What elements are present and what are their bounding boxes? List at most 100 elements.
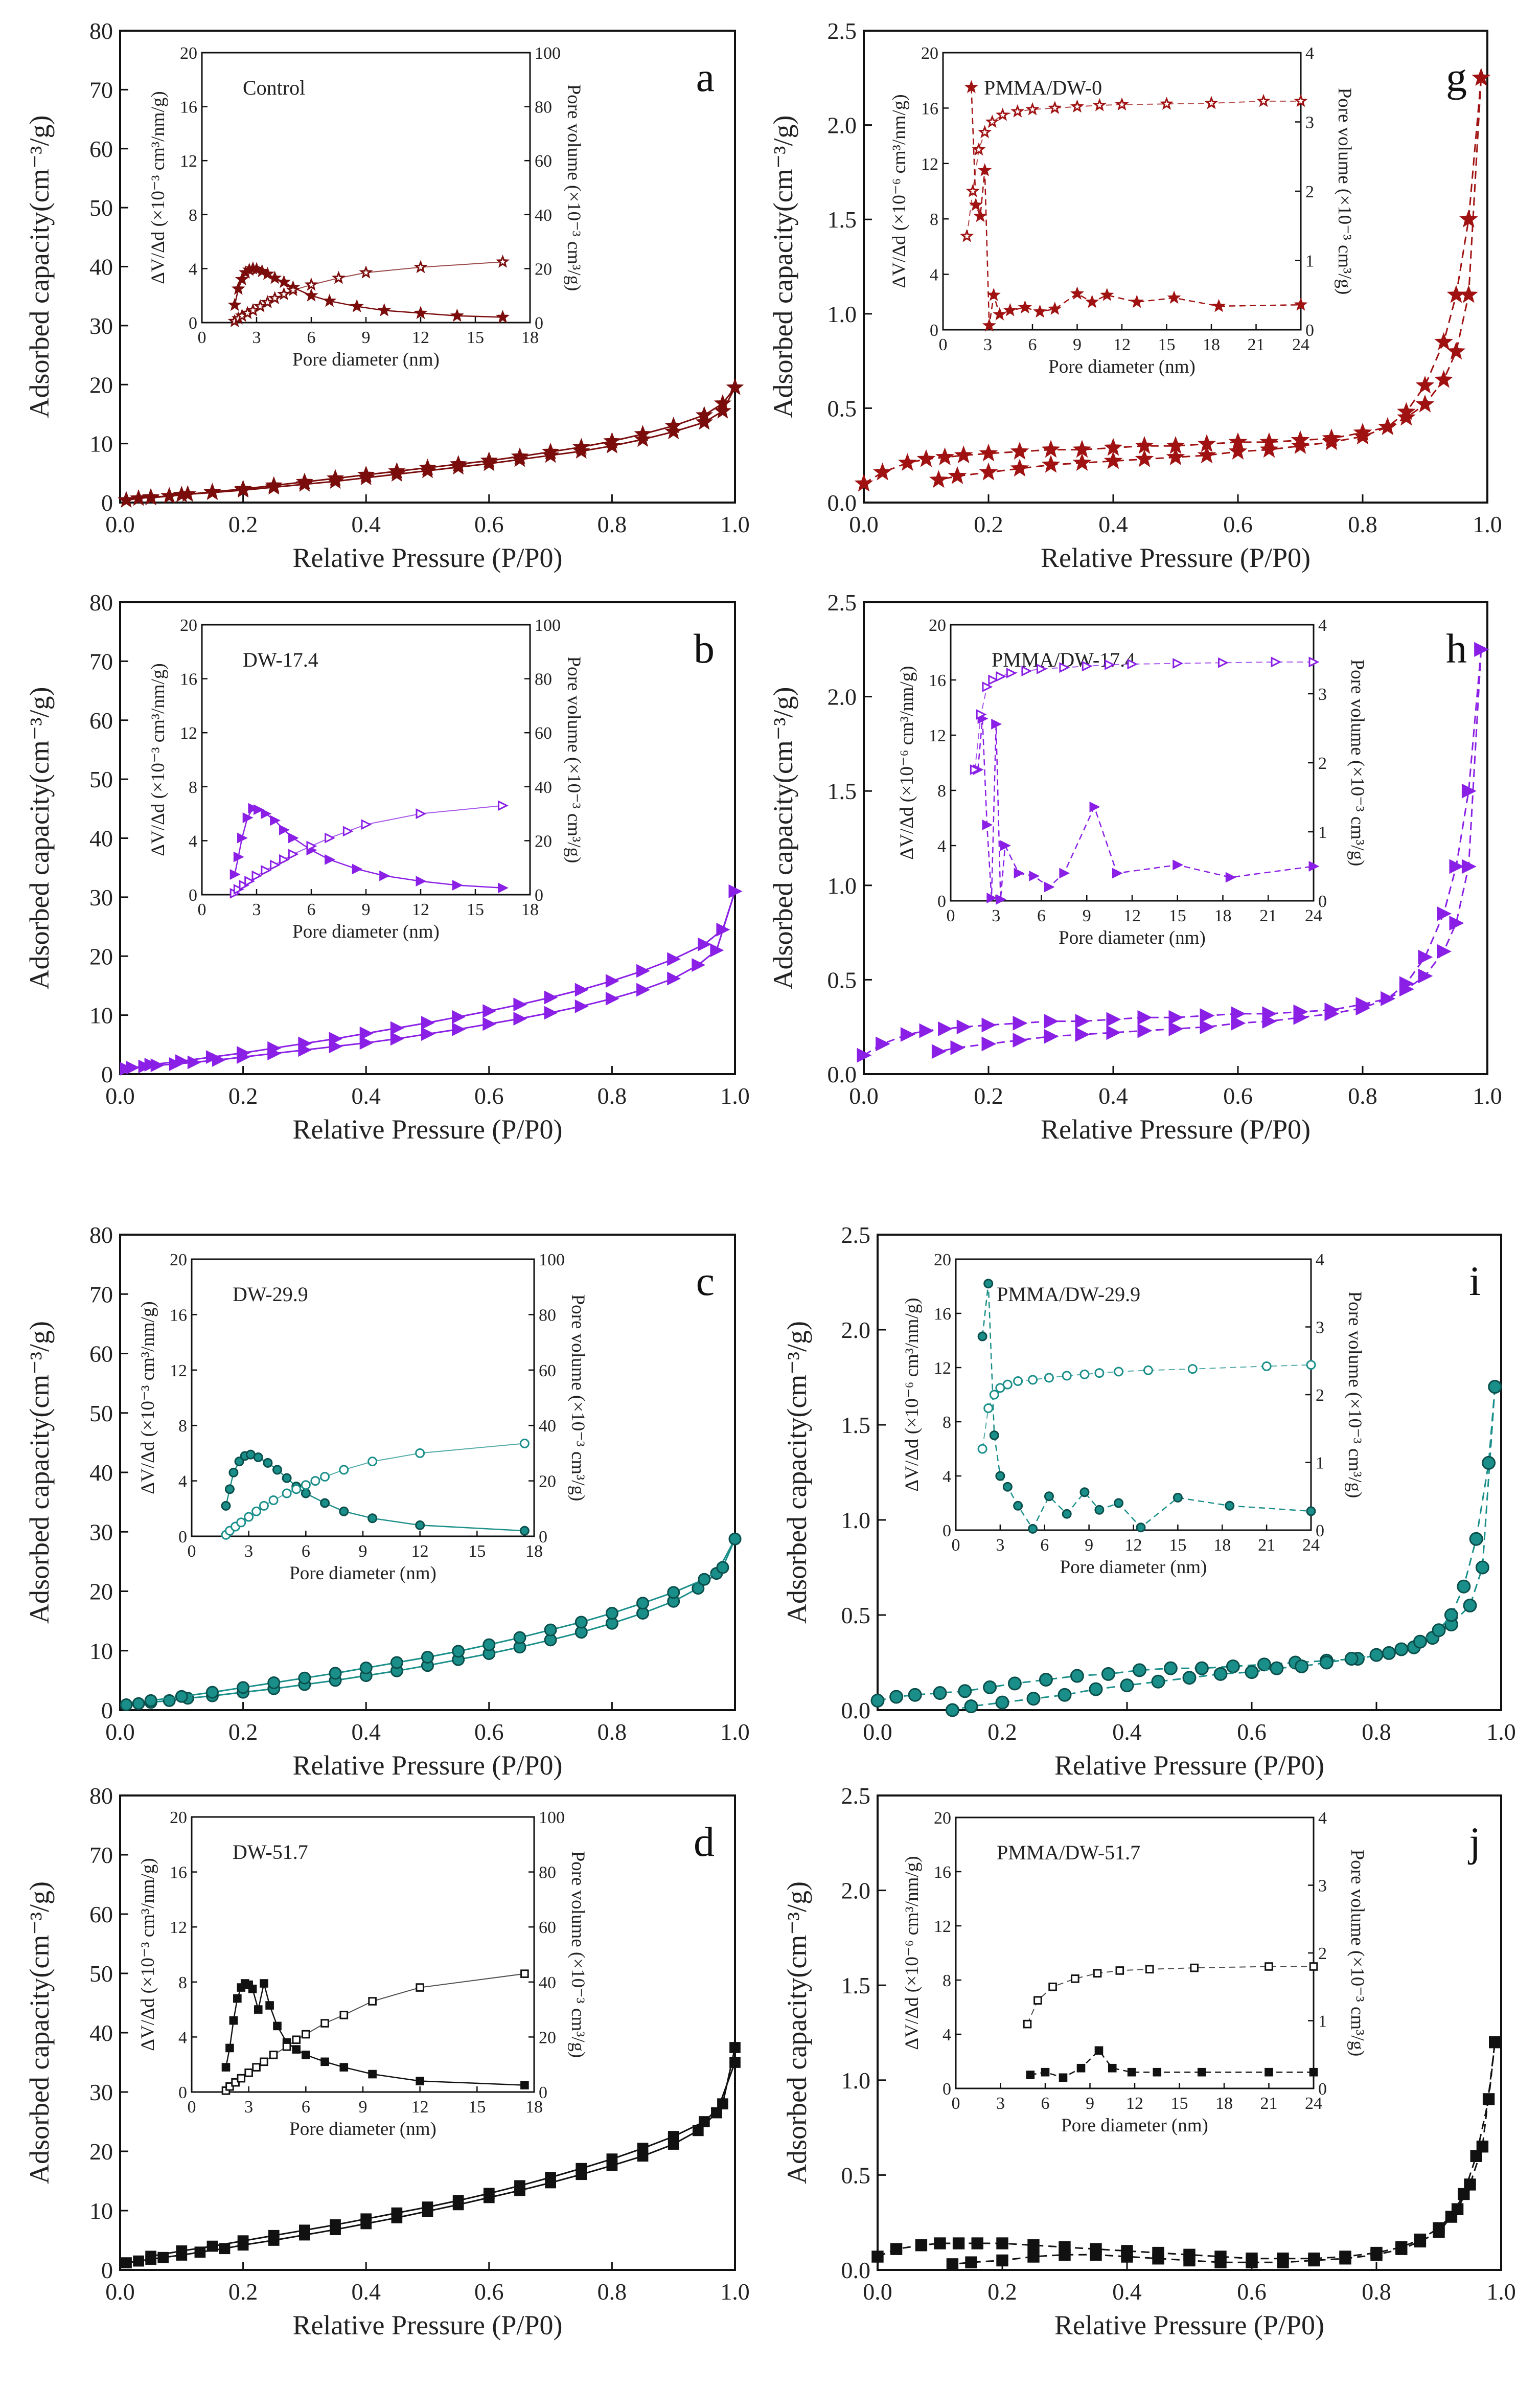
- inset-x-tick-label: 18: [521, 328, 539, 347]
- isotherm-desorption-point: [1120, 1678, 1134, 1693]
- inset-pore-volume-point: [1071, 1974, 1079, 1983]
- inset-psd-point: [323, 293, 337, 307]
- inset-psd-point: [229, 869, 241, 880]
- inset-psd-point: [1013, 1501, 1023, 1511]
- isotherm-desorption-point: [1245, 1665, 1259, 1679]
- isotherm-desorption-point: [1182, 1671, 1197, 1685]
- inset-psd-point: [416, 2077, 424, 2085]
- x-tick-label: 0.6: [474, 511, 504, 537]
- isotherm-adsorption-point: [1137, 1010, 1153, 1025]
- isotherm-adsorption-point: [1010, 442, 1029, 460]
- isotherm-adsorption-point: [1200, 1008, 1215, 1023]
- x-tick-label: 0.0: [105, 511, 135, 537]
- x-tick-label: 0.0: [849, 1083, 879, 1109]
- inset-psd-point: [302, 2051, 310, 2059]
- inset-psd-point: [964, 80, 979, 94]
- isotherm-adsorption-point: [889, 1690, 904, 1704]
- inset-psd-point: [1003, 303, 1017, 316]
- isotherm-adsorption-point: [133, 2255, 144, 2267]
- inset-yright-tick-label: 60: [535, 724, 552, 743]
- isotherm-desorption-point: [996, 2254, 1008, 2267]
- inset-x-tick-label: 9: [362, 328, 371, 347]
- isotherm-adsorption-point: [359, 1036, 374, 1050]
- inset-x-tick-label: 6: [1041, 2094, 1050, 2113]
- isotherm-desorption-point: [1378, 417, 1397, 435]
- panel-letter: i: [1469, 1258, 1481, 1304]
- y-tick-label: 70: [89, 77, 113, 103]
- isotherm-adsorption-point: [1070, 1669, 1084, 1683]
- isotherm-desorption-point: [1151, 1674, 1165, 1689]
- inset-psd-point: [265, 2001, 274, 2010]
- x-tick-label: 0.2: [228, 511, 258, 537]
- x-tick-label: 0.2: [228, 1719, 258, 1745]
- isotherm-desorption-point: [572, 438, 590, 455]
- isotherm-desorption-point: [237, 1046, 250, 1060]
- isotherm-adsorption-point: [605, 991, 619, 1006]
- inset-pore-volume-point: [985, 115, 999, 128]
- isotherm-desorption-point: [945, 1703, 959, 1717]
- isotherm-adsorption-point: [714, 402, 732, 419]
- inset-pore-volume-point: [1265, 1962, 1273, 1971]
- inset-yright-tick-label: 80: [539, 1306, 556, 1325]
- inset-yleft-tick-label: 12: [170, 1361, 187, 1380]
- isotherm-desorption-point: [1013, 1033, 1028, 1048]
- isotherm-adsorption-point: [667, 971, 681, 986]
- inset-yright-tick-label: 2: [1305, 183, 1314, 201]
- isotherm-desorption-point: [144, 1694, 157, 1707]
- inset-x-tick-label: 6: [307, 328, 316, 347]
- isotherm-desorption-point: [728, 884, 743, 898]
- isotherm-adsorption-point: [695, 413, 713, 430]
- inset-x-tick-label: 0: [198, 900, 206, 919]
- isotherm-adsorption-point: [1075, 1014, 1090, 1029]
- inset-psd-point: [1029, 870, 1040, 881]
- y-tick-label: 10: [89, 1003, 113, 1029]
- y-tick-label: 0.0: [828, 1061, 857, 1087]
- x-tick-label: 1.0: [720, 511, 750, 537]
- inset-psd-point: [261, 808, 272, 820]
- isotherm-desorption-point: [1469, 1532, 1483, 1546]
- panel-j: 0.0 0.2 0.4 0.6 0.8 1.0 0.0 0.5 1.0 1.5 2.0 2.5 Rela…: [782, 1783, 1516, 2340]
- isotherm-desorption-point: [1339, 2253, 1351, 2265]
- isotherm-adsorption-line: [126, 891, 736, 1070]
- inset-x-axis-label: Pore diameter (nm): [289, 1563, 436, 1584]
- inset-yright-tick-label: 40: [539, 1417, 556, 1436]
- isotherm-adsorption-point: [692, 958, 706, 972]
- isotherm-desorption-point: [1059, 2248, 1071, 2261]
- isotherm-adsorption-point: [710, 943, 724, 958]
- isotherm-desorption-point: [326, 469, 344, 486]
- inset-psd-point: [379, 870, 390, 881]
- inset-pore-volume-point: [253, 299, 267, 312]
- inset-psd-point: [1062, 1509, 1072, 1519]
- isotherm-adsorption-point: [513, 1012, 527, 1026]
- inset-yright-tick-label: 40: [539, 1973, 556, 1992]
- y-axis-label: Adsorbed capacity(cm⁻³/g): [24, 116, 55, 418]
- inset-psd-point: [233, 1994, 242, 2003]
- isotherm-desorption-point: [1228, 442, 1248, 460]
- isotherm-adsorption-point: [870, 1693, 885, 1708]
- inset-psd-point: [320, 2057, 329, 2066]
- inset-psd-point: [1048, 302, 1062, 315]
- inset-yright-tick-label: 1: [1318, 2012, 1327, 2031]
- inset-x-tick-label: 6: [307, 900, 316, 919]
- x-tick-label: 0.6: [474, 1083, 504, 1109]
- x-tick-label: 0.8: [597, 511, 627, 537]
- isotherm-desorption-point: [360, 2213, 372, 2225]
- inset-yleft-label: ΔV/Δd (×10⁻⁶ cm³/nm/g): [897, 666, 917, 859]
- inset-psd-point: [367, 1513, 378, 1524]
- isotherm-desorption-point: [1396, 402, 1416, 420]
- inset-yleft-tick-label: 0: [937, 892, 946, 911]
- isotherm-desorption-point: [1246, 2256, 1258, 2268]
- isotherm-adsorption-point: [452, 1022, 466, 1036]
- x-tick-label: 0.4: [351, 511, 381, 537]
- isotherm-desorption-point: [1231, 1015, 1246, 1031]
- inset-x-tick-label: 24: [1305, 906, 1322, 925]
- inset-psd-point: [1041, 2067, 1050, 2077]
- inset-sample-label: PMMA/DW-51.7: [997, 1841, 1140, 1864]
- isotherm-desorption-point: [1395, 2243, 1408, 2255]
- panel-letter: g: [1446, 54, 1467, 100]
- inset-pore-volume-point: [270, 859, 281, 871]
- inset-yleft-tick-label: 12: [180, 152, 197, 171]
- y-tick-label: 0.0: [841, 2257, 871, 2283]
- y-axis-label: Adsorbed capacity(cm⁻³/g): [782, 1881, 812, 2184]
